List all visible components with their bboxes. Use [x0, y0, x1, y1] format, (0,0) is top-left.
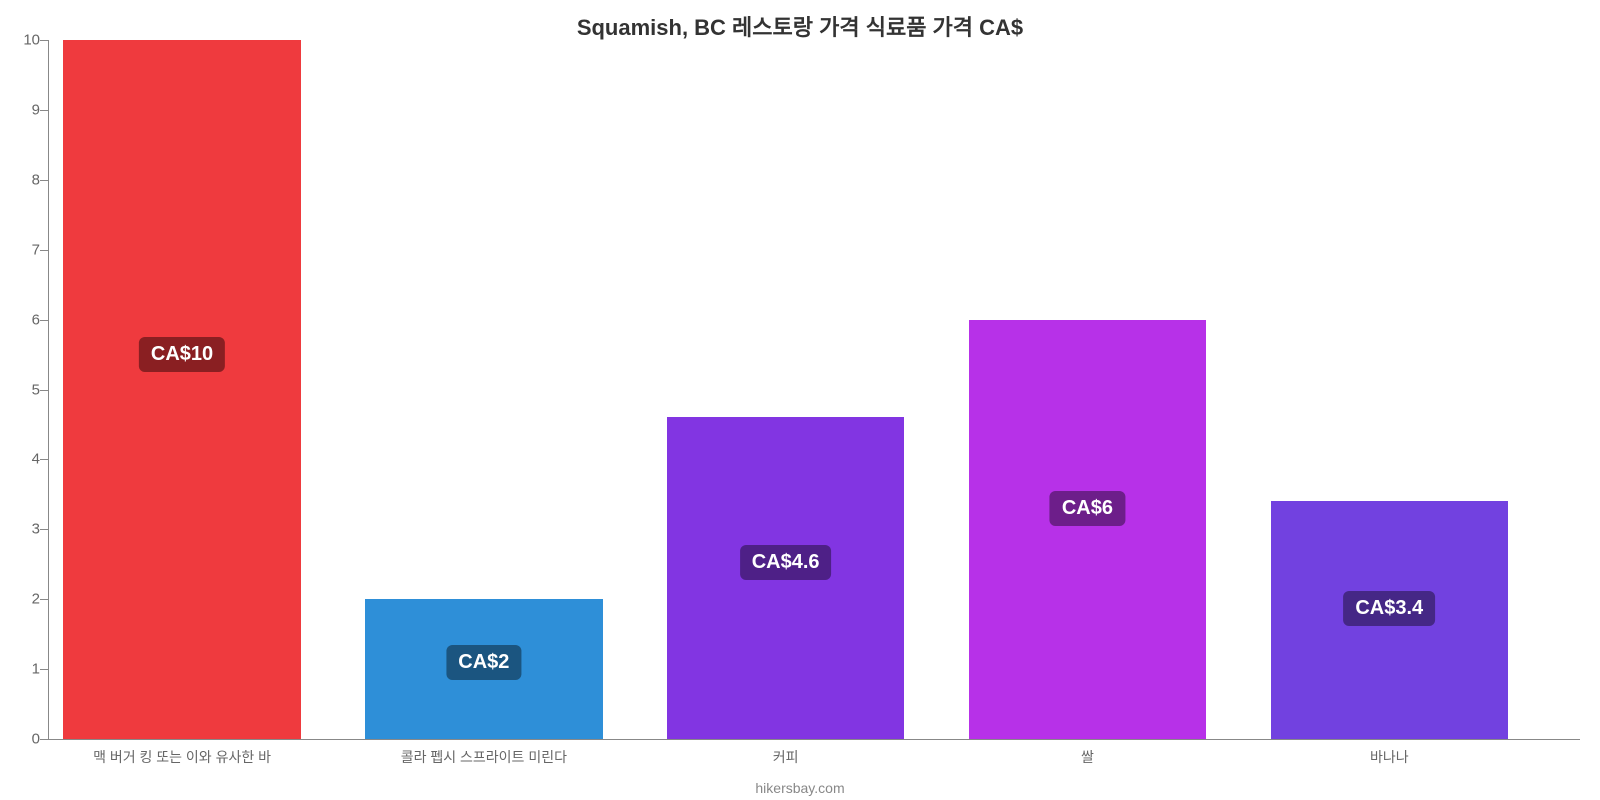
plot-area: 012345678910 CA$10맥 버거 킹 또는 이와 유사한 바CA$2…: [48, 40, 1580, 740]
bar: CA$6: [969, 320, 1206, 739]
y-tick-label: 3: [4, 521, 40, 538]
y-tick: [40, 250, 48, 251]
y-tick-label: 4: [4, 451, 40, 468]
value-badge: CA$2: [446, 645, 521, 680]
y-tick: [40, 669, 48, 670]
y-tick-label: 2: [4, 591, 40, 608]
chart-title: Squamish, BC 레스토랑 가격 식료품 가격 CA$: [0, 0, 1600, 42]
y-tick-label: 5: [4, 381, 40, 398]
y-tick-label: 6: [4, 311, 40, 328]
value-badge: CA$4.6: [740, 545, 832, 580]
y-tick-label: 8: [4, 171, 40, 188]
bars-container: CA$10맥 버거 킹 또는 이와 유사한 바CA$2콜라 펩시 스프라이트 미…: [48, 40, 1580, 739]
plot-inner: 012345678910 CA$10맥 버거 킹 또는 이와 유사한 바CA$2…: [48, 40, 1580, 740]
bar: CA$2: [365, 599, 602, 739]
x-axis-label: 쌀: [1081, 747, 1094, 767]
value-badge: CA$6: [1050, 491, 1125, 526]
y-tick: [40, 110, 48, 111]
y-tick: [40, 599, 48, 600]
value-badge: CA$10: [139, 337, 225, 372]
y-tick-label: 10: [4, 32, 40, 49]
x-axis-label: 바나나: [1370, 747, 1409, 767]
y-tick: [40, 390, 48, 391]
value-badge: CA$3.4: [1343, 591, 1435, 626]
bar: CA$10: [63, 40, 300, 739]
y-tick: [40, 459, 48, 460]
y-tick: [40, 739, 48, 740]
x-axis-label: 맥 버거 킹 또는 이와 유사한 바: [93, 747, 271, 767]
bar: CA$3.4: [1271, 501, 1508, 739]
y-tick-label: 1: [4, 661, 40, 678]
bar: CA$4.6: [667, 417, 904, 739]
y-tick: [40, 529, 48, 530]
x-axis-label: 커피: [773, 747, 799, 767]
y-tick-label: 9: [4, 101, 40, 118]
source-label: hikersbay.com: [0, 780, 1600, 796]
y-tick-label: 0: [4, 731, 40, 748]
y-tick: [40, 180, 48, 181]
y-tick: [40, 320, 48, 321]
y-tick-label: 7: [4, 241, 40, 258]
x-axis-label: 콜라 펩시 스프라이트 미린다: [401, 747, 567, 767]
y-tick: [40, 40, 48, 41]
